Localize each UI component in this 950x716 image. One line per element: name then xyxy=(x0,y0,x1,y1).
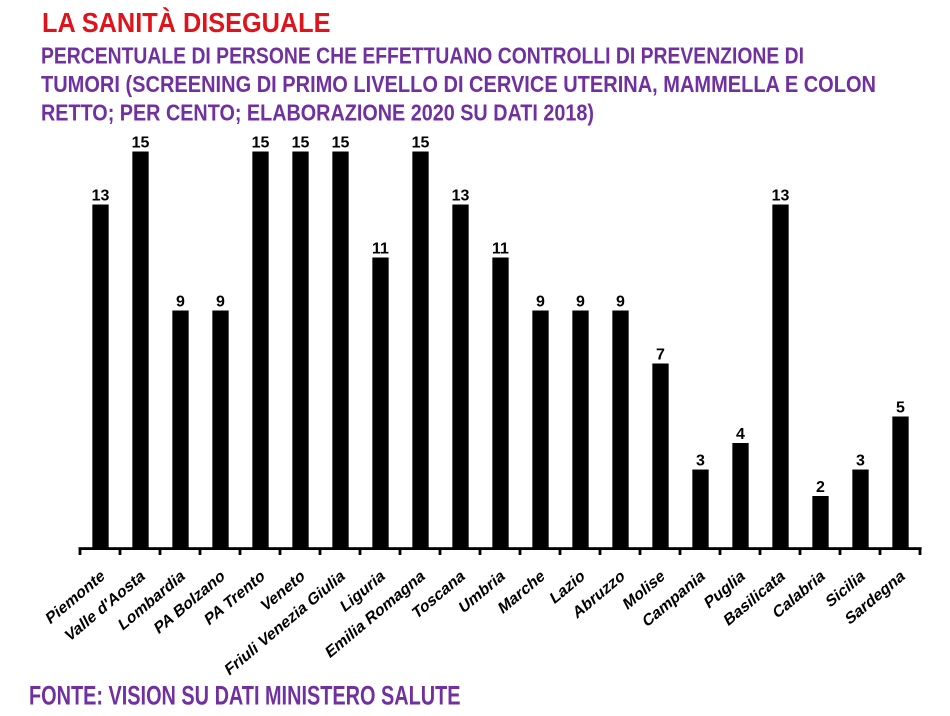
svg-text:15: 15 xyxy=(292,135,310,152)
svg-text:7: 7 xyxy=(656,347,665,364)
svg-text:PERCENTUALE DI PERSONE CHE EFF: PERCENTUALE DI PERSONE CHE EFFETTUANO CO… xyxy=(41,43,804,69)
svg-text:2: 2 xyxy=(816,479,825,496)
svg-text:13: 13 xyxy=(452,188,470,205)
svg-text:4: 4 xyxy=(736,426,745,443)
svg-text:5: 5 xyxy=(896,400,905,417)
svg-text:FONTE: VISION SU DATI MINISTER: FONTE: VISION SU DATI MINISTERO SALUTE xyxy=(29,680,461,710)
svg-text:9: 9 xyxy=(176,294,185,311)
svg-text:9: 9 xyxy=(616,294,625,311)
svg-text:3: 3 xyxy=(696,453,705,470)
svg-text:9: 9 xyxy=(536,294,545,311)
svg-text:15: 15 xyxy=(332,135,350,152)
svg-text:RETTO; PER CENTO; ELABORAZIONE: RETTO; PER CENTO; ELABORAZIONE 2020 SU D… xyxy=(41,99,594,125)
svg-text:TUMORI (SCREENING DI PRIMO LIV: TUMORI (SCREENING DI PRIMO LIVELLO DI CE… xyxy=(41,71,876,97)
svg-text:13: 13 xyxy=(92,188,110,205)
svg-text:11: 11 xyxy=(492,241,509,258)
svg-text:15: 15 xyxy=(412,135,430,152)
svg-text:LA SANITÀ DISEGUALE: LA SANITÀ DISEGUALE xyxy=(42,7,331,38)
svg-text:3: 3 xyxy=(856,453,865,470)
svg-text:11: 11 xyxy=(372,241,389,258)
svg-text:15: 15 xyxy=(132,135,150,152)
svg-text:15: 15 xyxy=(252,135,270,152)
svg-text:13: 13 xyxy=(772,188,790,205)
svg-text:9: 9 xyxy=(576,294,585,311)
svg-text:9: 9 xyxy=(216,294,225,311)
